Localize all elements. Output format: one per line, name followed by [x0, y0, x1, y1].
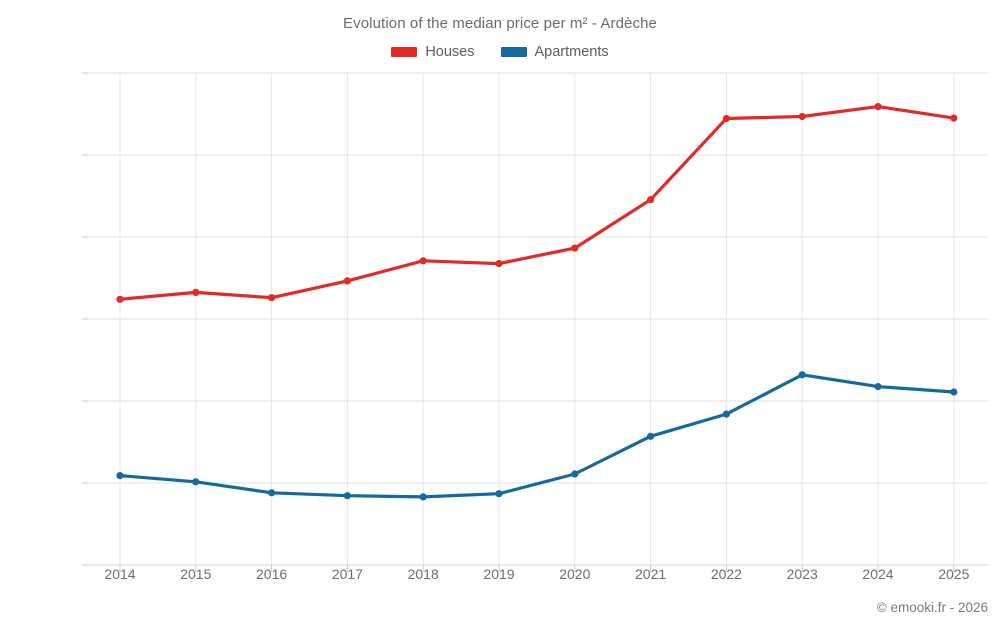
legend-item-apartments[interactable]: Apartments: [500, 44, 609, 60]
legend-label-houses: Houses: [425, 44, 475, 60]
data-point[interactable]: [268, 489, 276, 497]
x-tick-label: 2019: [483, 566, 515, 582]
legend-item-houses[interactable]: Houses: [391, 44, 475, 60]
data-point[interactable]: [722, 114, 731, 123]
y-axis: 1 000 €1 200 €1 400 €1 600 €1 800 €2 000…: [0, 0, 86, 625]
data-point[interactable]: [192, 288, 200, 296]
data-point[interactable]: [571, 470, 579, 478]
x-tick-label: 2020: [559, 566, 591, 582]
data-point[interactable]: [116, 295, 124, 303]
data-point[interactable]: [192, 478, 200, 486]
chart-title: Evolution of the median price per m² - A…: [343, 15, 657, 32]
data-point[interactable]: [798, 112, 806, 121]
data-point[interactable]: [495, 490, 503, 498]
data-point[interactable]: [647, 432, 655, 440]
x-tick-label: 2021: [635, 566, 667, 582]
x-tick-label: 2014: [104, 566, 136, 582]
data-point[interactable]: [874, 103, 882, 111]
series-line-apartments[interactable]: [118, 373, 956, 499]
legend-swatch-apartments: [500, 47, 527, 57]
data-point[interactable]: [343, 277, 351, 285]
data-point[interactable]: [343, 492, 351, 500]
data-point[interactable]: [874, 383, 882, 391]
x-tick-label: 2022: [710, 566, 742, 582]
data-point[interactable]: [419, 257, 427, 265]
data-point[interactable]: [116, 472, 124, 480]
x-tick-label: 2017: [331, 566, 363, 582]
legend-swatch-houses: [391, 47, 418, 57]
data-point[interactable]: [798, 371, 806, 379]
data-point[interactable]: [950, 388, 958, 396]
credit-text: © emooki.fr - 2026: [876, 600, 988, 615]
data-point[interactable]: [495, 260, 503, 268]
x-tick-label: 2018: [407, 566, 439, 582]
legend-label-apartments: Apartments: [534, 44, 609, 60]
data-point[interactable]: [419, 493, 427, 501]
chart-legend: Houses Apartments: [0, 44, 1000, 60]
x-tick-label: 2025: [938, 566, 970, 582]
data-point[interactable]: [950, 114, 958, 122]
data-point[interactable]: [647, 196, 655, 204]
x-tick-label: 2024: [862, 566, 894, 582]
series-line-houses[interactable]: [118, 104, 956, 301]
x-tick-label: 2023: [786, 566, 818, 582]
data-point[interactable]: [268, 294, 276, 302]
x-tick-label: 2015: [180, 566, 212, 582]
data-point[interactable]: [571, 244, 579, 252]
data-point[interactable]: [722, 410, 731, 418]
x-tick-label: 2016: [256, 566, 288, 582]
